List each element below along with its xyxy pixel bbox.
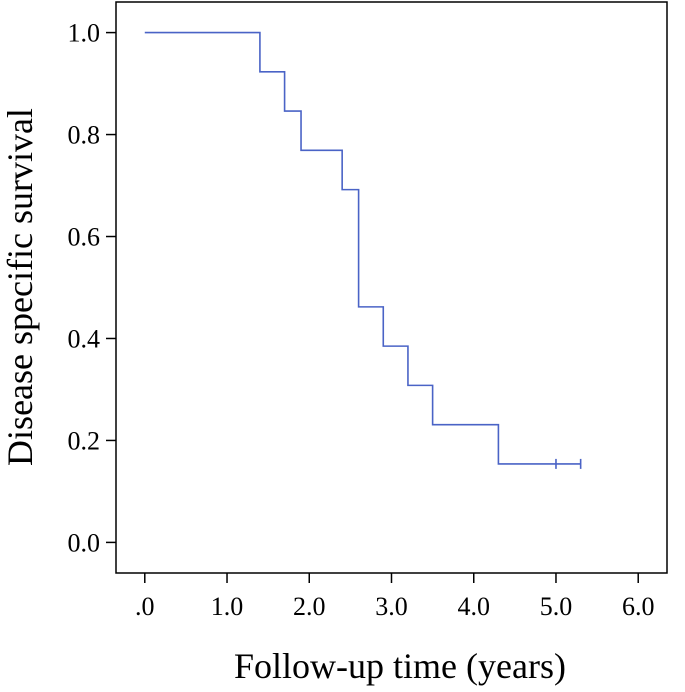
y-axis: 0.0 0.2 0.4 0.6 0.8 1.0 bbox=[68, 19, 116, 557]
y-tick-label: 1.0 bbox=[68, 19, 101, 48]
x-axis: .0 1.0 2.0 3.0 4.0 5.0 6.0 bbox=[135, 573, 654, 621]
x-tick-label: 4.0 bbox=[457, 592, 490, 621]
x-axis-title: Follow-up time (years) bbox=[234, 646, 566, 686]
y-tick-label: 0.6 bbox=[68, 223, 101, 252]
plot-frame bbox=[115, 1, 668, 574]
survival-curve bbox=[144, 31, 582, 469]
x-tick-label: 3.0 bbox=[375, 592, 408, 621]
y-tick-label: 0.4 bbox=[68, 324, 101, 353]
y-tick-label: 0.0 bbox=[68, 528, 101, 557]
y-tick-label: 0.8 bbox=[68, 121, 101, 150]
y-axis-title: Disease specific survival bbox=[0, 108, 40, 466]
x-tick-label: .0 bbox=[135, 592, 155, 621]
x-tick-label: 6.0 bbox=[622, 592, 655, 621]
x-tick-label: 5.0 bbox=[540, 592, 573, 621]
y-tick-label: 0.2 bbox=[68, 426, 101, 455]
x-tick-label: 2.0 bbox=[293, 592, 326, 621]
x-tick-label: 1.0 bbox=[211, 592, 244, 621]
survival-step-line bbox=[144, 31, 581, 465]
